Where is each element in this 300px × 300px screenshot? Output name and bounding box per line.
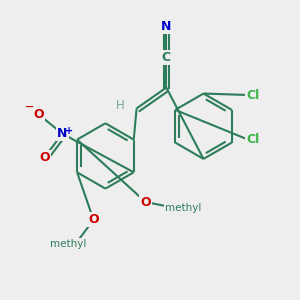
Text: O: O [88,213,99,226]
Text: C: C [162,51,171,64]
Text: methyl: methyl [164,203,201,213]
Text: methyl: methyl [50,238,86,249]
Text: N: N [57,127,68,140]
Text: Cl: Cl [246,133,259,146]
Text: H: H [116,99,125,112]
Text: Cl: Cl [246,88,259,101]
Text: O: O [140,196,151,208]
Text: N: N [161,20,172,33]
Text: O: O [39,151,50,164]
Text: −: − [25,102,34,112]
Text: +: + [65,126,73,136]
Text: O: O [33,108,44,121]
